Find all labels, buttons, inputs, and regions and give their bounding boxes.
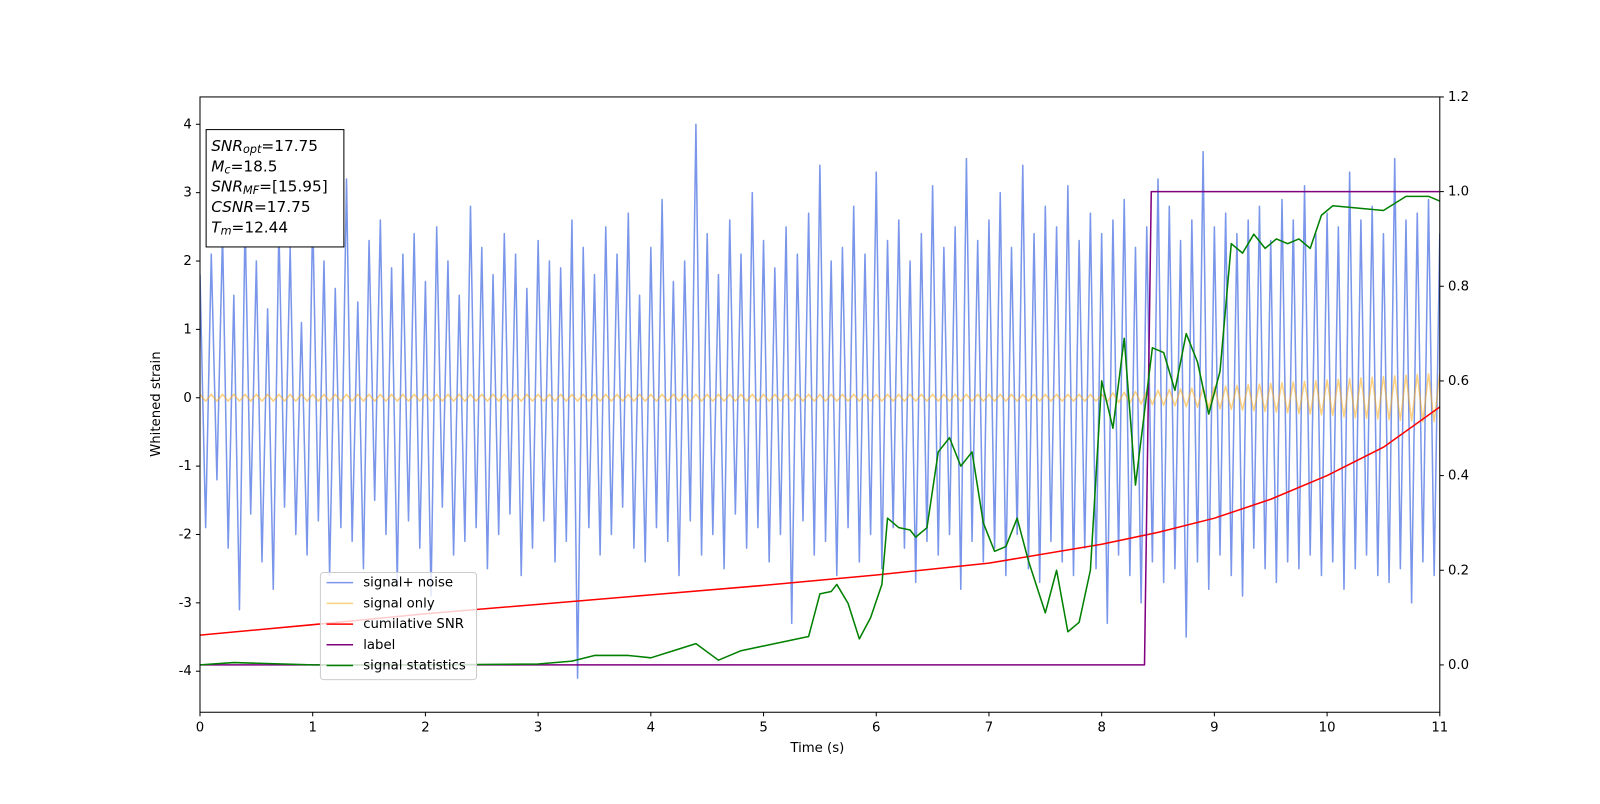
x-tick-label: 8 [1097, 721, 1105, 736]
annotation-symbol: SNR [211, 136, 243, 154]
x-tick-label: 7 [985, 721, 993, 736]
annotation-value: =[15.95] [259, 177, 328, 195]
series-line [200, 190, 1440, 666]
annotation-value: =17.75 [261, 136, 318, 154]
series-line [200, 195, 1440, 666]
annotation-line: SNRopt=17.75 [211, 136, 318, 156]
y-tick-label: 2 [183, 254, 191, 269]
legend-label: signal only [363, 596, 435, 611]
y-tick-label: -4 [179, 664, 192, 679]
y-tick-label: -3 [179, 596, 192, 611]
annotation-line: SNRMF=[15.95] [211, 177, 327, 197]
x-axis-label: Time (s) [789, 741, 844, 756]
x-tick-label: 11 [1431, 721, 1448, 736]
y-tick-label: 1 [183, 322, 191, 337]
y-axis-label: Whitened strain [149, 351, 164, 456]
series-line [200, 373, 1440, 423]
annotation-symbol: SNR [211, 177, 243, 195]
axes-frame [199, 96, 1441, 713]
annotation-symbol: M [211, 157, 224, 175]
y2-tick-label: 0.8 [1448, 279, 1469, 294]
annotation-value: =18.5 [231, 157, 278, 175]
annotation-line: Mc=18.5 [211, 157, 277, 177]
y-tick-label: 3 [183, 186, 191, 201]
legend-label: label [363, 638, 395, 653]
x-tick-label: 9 [1210, 721, 1218, 736]
y-tick-label: -2 [179, 527, 192, 542]
legend: signal+ noise signal only cumilative SNR la… [319, 571, 478, 681]
x-tick-label: 6 [872, 721, 880, 736]
annotation-symbol: CSNR [211, 198, 254, 216]
y-tick-label: 0 [183, 391, 191, 406]
x-tick-label: 10 [1319, 721, 1336, 736]
legend-label: signal+ noise [363, 576, 453, 591]
x-tick-label: 0 [196, 721, 204, 736]
x-tick-label: 5 [759, 721, 767, 736]
y2-tick-label: 1.0 [1448, 185, 1469, 200]
annotation-box: SNRopt=17.75Mc=18.5SNRMF=[15.95]CSNR=17.… [205, 129, 345, 248]
legend-label: signal statistics [363, 659, 466, 674]
annotation-value: =17.75 [254, 198, 311, 216]
y2-tick-label: 1.2 [1448, 90, 1469, 105]
y2-tick-label: 0.0 [1448, 658, 1469, 673]
legend-label: cumilative SNR [363, 617, 464, 632]
annotation-subscript: opt [243, 143, 262, 156]
x-tick-label: 2 [421, 721, 429, 736]
annotation-subscript: MF [243, 184, 260, 197]
y2-tick-label: 0.2 [1448, 563, 1469, 578]
annotation-symbol: T [211, 218, 222, 236]
annotation-frame [205, 129, 345, 248]
y-tick-label: 4 [183, 117, 191, 132]
x-tick-label: 1 [308, 721, 316, 736]
y2-tick-label: 0.6 [1448, 374, 1469, 389]
x-tick-label: 3 [534, 721, 542, 736]
legend-frame [319, 571, 478, 681]
series-line [200, 123, 1440, 679]
x-tick-label: 4 [647, 721, 655, 736]
annotation-subscript: c [224, 163, 231, 176]
annotation-line: Tm=12.44 [211, 218, 288, 238]
annotation-line: CSNR=17.75 [211, 198, 310, 216]
annotation-subscript: m [221, 225, 232, 238]
annotation-value: =12.44 [232, 218, 289, 236]
y2-tick-label: 0.4 [1448, 469, 1469, 484]
y-tick-label: -1 [179, 459, 192, 474]
